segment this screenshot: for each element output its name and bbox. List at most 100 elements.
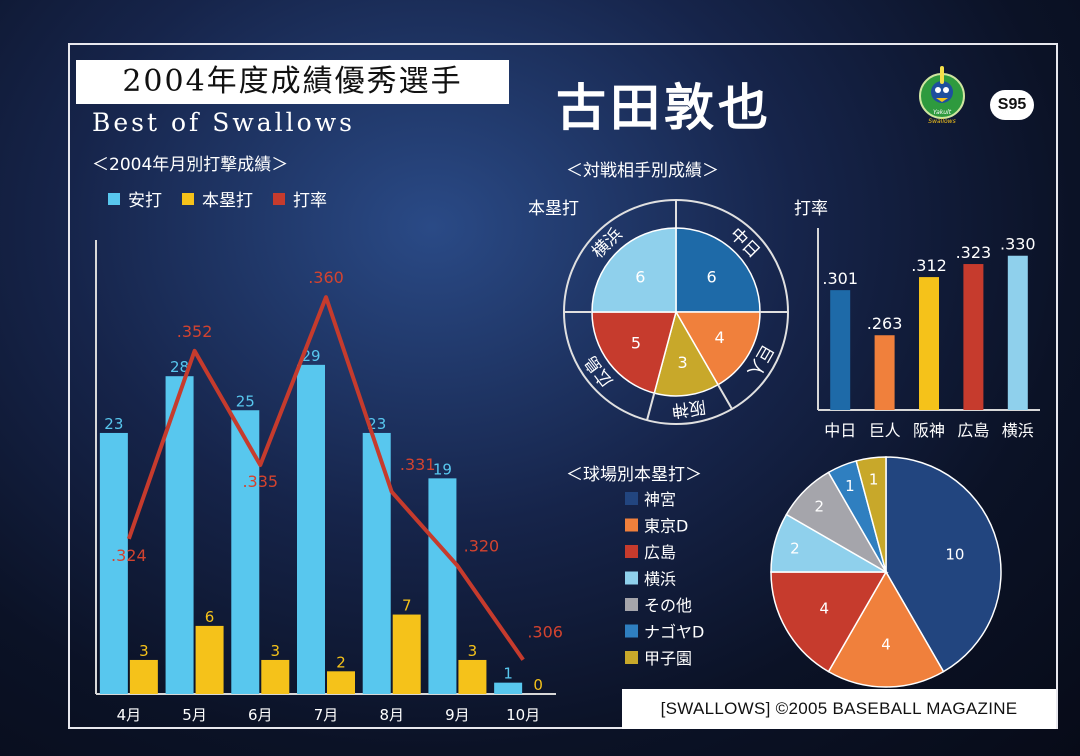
team-logo-icon: Yakult Swallows	[919, 66, 965, 125]
ballpark-legend-swatch	[625, 651, 638, 664]
opponent-value-label: 4	[715, 328, 725, 347]
avg-bar	[963, 264, 984, 410]
avg-bar-label: .323	[956, 243, 992, 262]
legend-swatch	[182, 193, 194, 205]
month-tick-label: 7月	[314, 706, 339, 724]
avg-bar	[874, 335, 895, 410]
hits-bar	[494, 682, 523, 694]
ballpark-legend-label: その他	[644, 596, 692, 615]
opponent-tick-label: 巨人	[869, 421, 901, 440]
ballpark-legend-label: ナゴヤD	[644, 623, 704, 642]
hits-bar	[297, 364, 325, 694]
ballpark-legend-label: 甲子園	[644, 649, 692, 668]
avg-bar	[1007, 255, 1028, 410]
ballpark-value-label: 1	[869, 471, 879, 489]
ring-divider	[717, 384, 733, 410]
opponent-chart-label: 本塁打	[528, 199, 579, 219]
opponent-value-label: 6	[635, 267, 645, 286]
opponent-tick-label: 広島	[957, 421, 989, 440]
ballpark-slice	[855, 456, 887, 573]
hr-bar	[129, 659, 158, 694]
legend-label: 安打	[128, 191, 162, 211]
hr-bar	[458, 659, 487, 694]
hr-bar	[327, 671, 355, 694]
avg-bar	[919, 277, 939, 410]
ballpark-slice	[770, 571, 888, 673]
avg-bar-label: .301	[822, 269, 858, 288]
ballpark-legend-swatch	[625, 571, 638, 585]
opponent-value-label: 6	[707, 267, 717, 286]
legend-label: 本塁打	[202, 191, 253, 211]
ballpark-legend-swatch	[625, 624, 638, 638]
monthly-chart-title: ＜2004年月別打撃成績＞	[92, 155, 288, 175]
hits-label: 1	[503, 665, 513, 683]
month-tick-label: 8月	[379, 706, 404, 724]
avg-bar-label: .312	[911, 256, 947, 275]
month-tick-label: 9月	[445, 706, 470, 724]
ballpark-chart-title: ＜球場別本塁打＞	[566, 465, 702, 485]
opponent-tick-label: 中日	[824, 421, 856, 440]
avg-label: .352	[177, 322, 213, 341]
hr-label: 3	[468, 642, 478, 660]
hits-bar	[428, 478, 457, 694]
month-tick-label: 10月	[506, 706, 540, 724]
card-subtitle: Best of Swallows	[92, 108, 355, 137]
avg-label: .331	[400, 455, 436, 474]
opponent-tick-label: 横浜	[1002, 421, 1034, 440]
player-name: 古田敦也	[556, 78, 772, 137]
ballpark-slice	[885, 456, 1002, 673]
legend-label: 打率	[293, 191, 327, 211]
hits-label: 25	[236, 392, 255, 410]
title-box: 2004年度成績優秀選手	[76, 60, 509, 104]
hr-label: 6	[205, 608, 215, 626]
ballpark-legend-swatch	[625, 518, 638, 532]
avg-bar	[830, 290, 851, 410]
opponent-slice	[674, 311, 761, 386]
ballpark-legend-swatch	[625, 598, 638, 611]
month-tick-label: 6月	[248, 706, 273, 724]
hr-label: 3	[139, 642, 149, 660]
legend-swatch	[108, 193, 120, 205]
ballpark-value-label: 1	[845, 477, 855, 495]
hits-bar	[99, 432, 128, 694]
hits-label: 19	[433, 460, 452, 478]
ballpark-legend-swatch	[625, 545, 638, 558]
ballpark-slice	[827, 570, 945, 688]
card-number-badge: S95	[990, 90, 1034, 120]
opponent-slice	[675, 227, 761, 313]
ballpark-legend-label: 東京D	[644, 517, 688, 536]
ballpark-value-label: 2	[790, 540, 800, 558]
copyright-box: [SWALLOWS] ©2005 BASEBALL MAGAZINE	[622, 689, 1056, 729]
hr-bar	[195, 625, 224, 694]
avg-label: .320	[464, 537, 500, 556]
svg-text:Swallows: Swallows	[928, 118, 955, 125]
hr-label: 3	[271, 642, 281, 660]
hits-label: 28	[170, 358, 189, 376]
ring-divider	[646, 392, 656, 421]
ballpark-value-label: 4	[881, 635, 891, 653]
avg-label: .335	[242, 472, 278, 491]
month-tick-label: 5月	[182, 706, 207, 724]
ballpark-legend-label: 広島	[644, 543, 676, 562]
opponent-tick-label: 阪神	[913, 421, 945, 440]
opponent-chart-title: ＜対戦相手別成績＞	[566, 161, 719, 181]
hr-bar	[392, 614, 421, 694]
hr-bar	[261, 659, 290, 694]
avg-bar-label: .263	[867, 314, 903, 333]
avg-bar-label: .330	[1000, 235, 1036, 254]
avg-chart-title: 打率	[794, 199, 828, 219]
legend-swatch	[273, 193, 285, 205]
ballpark-value-label: 4	[819, 600, 829, 618]
hits-label: 23	[104, 415, 123, 433]
hr-label: 2	[336, 653, 346, 671]
opponent-name-label: 阪神	[671, 396, 707, 420]
ballpark-value-label: 10	[945, 546, 964, 564]
card-frame	[68, 43, 1058, 729]
opponent-value-label: 5	[631, 334, 641, 353]
card-title: 2004年度成績優秀選手	[122, 64, 463, 99]
ballpark-value-label: 2	[815, 497, 825, 515]
month-tick-label: 4月	[117, 706, 142, 724]
opponent-slice	[591, 311, 677, 395]
